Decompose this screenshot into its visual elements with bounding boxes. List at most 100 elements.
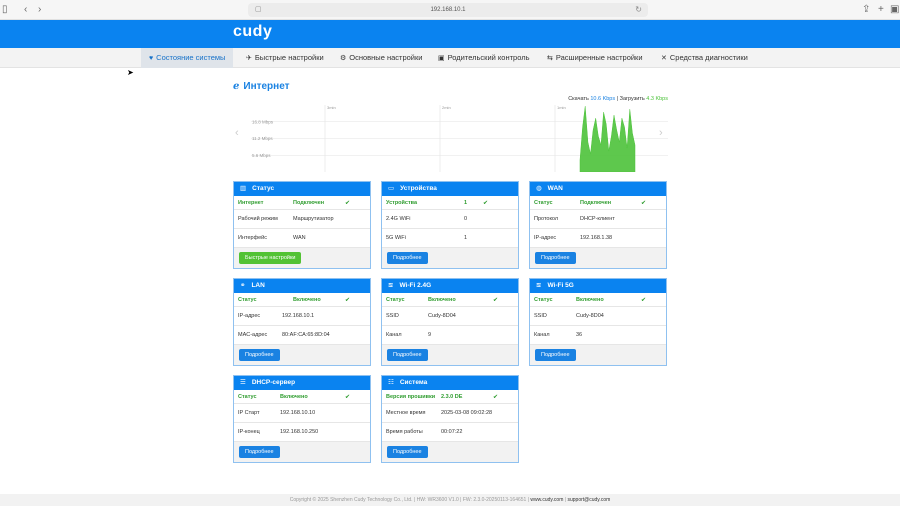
dhcp-details-button[interactable]: Подробнее (239, 446, 280, 458)
internet-section-title: ℯ Интернет (233, 81, 290, 92)
system-details-button[interactable]: Подробнее (387, 446, 428, 458)
address-bar[interactable]: ▢ 192.168.10.1 ↻ (248, 3, 648, 17)
card-title: Wi-Fi 5G (547, 282, 574, 289)
info-row: Местное время 2025-03-08 09:02:28 (382, 404, 518, 423)
server-icon: ☰ (240, 379, 246, 386)
nav-label: Расширенные настройки (555, 53, 643, 62)
card-header: ≋ Wi-Fi 5G (530, 279, 666, 293)
card-footer: Подробнее (382, 345, 518, 365)
row-key: Местное время (386, 410, 426, 416)
row-value: Включено (576, 296, 604, 303)
nav-quick-setup[interactable]: ✈ Быстрые настройки (238, 48, 332, 68)
quick-setup-button[interactable]: Быстрые настройки (239, 252, 302, 264)
advanced-icon: ⇆ (547, 55, 553, 62)
sidebar-toggle-icon[interactable]: ▯ (2, 4, 8, 15)
new-tab-icon[interactable]: + (878, 4, 884, 15)
row-key: 2.4G WiFi (386, 216, 411, 222)
info-row: Рабочий режим Маршрутизатор (234, 210, 370, 229)
info-row: 5G WiFi 1 (382, 229, 518, 248)
card-header: ☷ Система (382, 376, 518, 390)
row-key: Устройства (386, 199, 418, 206)
row-value: 0 (464, 216, 468, 222)
lan-details-button[interactable]: Подробнее (239, 349, 280, 361)
check-icon: ✔ (640, 200, 646, 206)
support-email-link[interactable]: support@cudy.com (567, 497, 611, 503)
nav-advanced-settings[interactable]: ⇆ Расширенные настройки (539, 48, 651, 68)
row-value: Включено (293, 296, 321, 303)
row-key: IP-адрес (238, 313, 261, 319)
row-key: Статус (386, 296, 405, 303)
wifi-24g-details-button[interactable]: Подробнее (387, 349, 428, 361)
wifi-5g-details-button[interactable]: Подробнее (535, 349, 576, 361)
nav-label: Родительский контроль (447, 53, 530, 62)
status-row: Статус Включено ✔ (234, 390, 370, 404)
reload-icon[interactable]: ↻ (635, 5, 642, 14)
traffic-chart-svg: 3min 2min 1min 16.8 Mbps 11.2 Mbps 5.6 Mbps (251, 105, 668, 172)
wifi-5g-card: ≋ Wi-Fi 5G Статус Включено ✔ SSID Cudy-8D… (529, 278, 667, 366)
info-row: Интерфейс WAN (234, 229, 370, 248)
row-value: 9 (428, 332, 432, 338)
status-row: Устройства 1 ✔ (382, 196, 518, 210)
parental-icon: ▣ (438, 55, 445, 62)
card-header: ◍ WAN (530, 182, 666, 196)
row-key: MAC-адрес (238, 332, 268, 338)
traffic-legend: Скачать 10.6 Kbps | Загрузить 4.3 Kbps (568, 96, 668, 102)
info-row: Канал 36 (530, 326, 666, 345)
status-row: Статус Подключен ✔ (530, 196, 666, 210)
chart-next-icon[interactable]: › (659, 127, 663, 139)
tabs-overview-icon[interactable]: ▣ (890, 4, 900, 15)
check-icon: ✔ (492, 394, 498, 400)
nav-parental-control[interactable]: ▣ Родительский контроль (430, 48, 538, 68)
row-value: 2.3.0 DE (441, 393, 463, 400)
nav-basic-settings[interactable]: ⚙ Основные настройки (332, 48, 430, 68)
website-link[interactable]: www.cudy.com (530, 497, 564, 503)
row-key: SSID (386, 313, 399, 319)
card-footer: Подробнее (234, 345, 370, 365)
card-title: Wi-Fi 2.4G (399, 282, 432, 289)
row-value: Cudy-8D04 (576, 313, 604, 319)
card-header: ▥ Статус (234, 182, 370, 196)
globe-icon: ◍ (536, 185, 542, 192)
cudy-logo[interactable]: cudy (233, 23, 273, 40)
tools-icon: ✕ (661, 55, 667, 62)
info-row: SSID Cudy-8D04 (530, 307, 666, 326)
nav-diagnostics[interactable]: ✕ Средства диагностики (653, 48, 756, 68)
forward-icon[interactable]: › (38, 4, 42, 15)
wifi-24g-card: ≋ Wi-Fi 2.4G Статус Включено ✔ SSID Cudy-… (381, 278, 519, 366)
row-key: Канал (534, 332, 550, 338)
nav-system-status[interactable]: ♥ Состояние системы (141, 48, 234, 68)
row-key: Статус (238, 393, 257, 400)
wan-details-button[interactable]: Подробнее (535, 252, 576, 264)
gear-icon: ⚙ (340, 55, 347, 62)
share-icon[interactable]: ⇪ (862, 4, 871, 15)
nav-label: Быстрые настройки (254, 53, 324, 62)
card-header: ≋ Wi-Fi 2.4G (382, 279, 518, 293)
back-icon[interactable]: ‹ (24, 4, 28, 15)
check-icon: ✔ (344, 297, 350, 303)
y-tick-label: 5.6 Mbps (252, 153, 271, 158)
chart-prev-icon[interactable]: ‹ (235, 127, 239, 139)
card-title: Устройства (400, 185, 437, 192)
row-key: Статус (534, 199, 553, 206)
row-key: Версия прошивки (386, 393, 436, 400)
card-header: ☰ DHCP-сервер (234, 376, 370, 390)
card-header: ⚭ LAN (234, 279, 370, 293)
top-header: cudy (0, 20, 900, 48)
card-title: DHCP-сервер (251, 379, 296, 386)
card-title: WAN (547, 185, 563, 192)
row-value: 192.168.10.1 (282, 313, 315, 319)
devices-details-button[interactable]: Подробнее (387, 252, 428, 264)
card-title: Система (399, 379, 428, 386)
card-header: ▭ Устройства (382, 182, 518, 196)
info-row: IP-адрес 192.168.1.38 (530, 229, 666, 248)
row-value: Cudy-8D04 (428, 313, 456, 319)
status-row: Статус Включено ✔ (382, 293, 518, 307)
info-row: 2.4G WiFi 0 (382, 210, 518, 229)
browser-toolbar: ▯ ‹ › ▢ 192.168.10.1 ↻ ⇪ + ▣ (0, 0, 900, 20)
row-key: Статус (238, 296, 257, 303)
row-value: WAN (293, 235, 306, 241)
main-nav: ♥ Состояние системы ✈ Быстрые настройки ⚙ О… (0, 48, 900, 68)
card-footer: Подробнее (530, 345, 666, 365)
status-row: Статус Включено ✔ (234, 293, 370, 307)
row-key: IP-конец (238, 429, 260, 435)
